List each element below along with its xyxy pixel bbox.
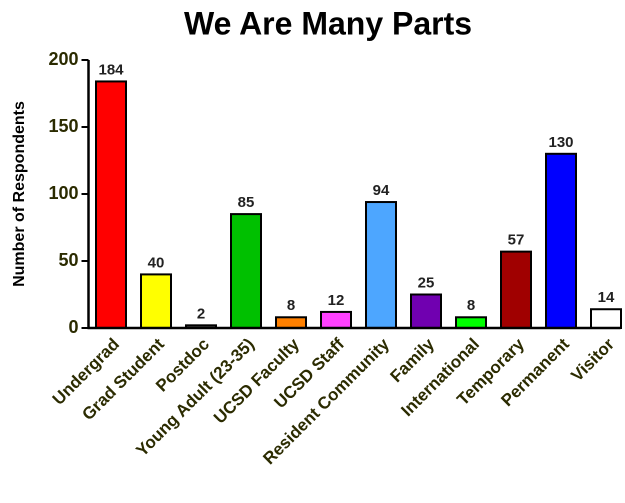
bar	[140, 273, 172, 329]
bar	[320, 310, 352, 330]
bar	[230, 213, 262, 330]
x-tick-label: Visitor	[567, 334, 618, 385]
y-tick-label: 150	[48, 116, 78, 136]
value-label: 40	[148, 254, 165, 271]
bar	[410, 293, 442, 329]
value-label: 57	[508, 232, 525, 249]
value-label: 2	[197, 305, 205, 322]
y-tick-label: 100	[48, 183, 78, 203]
value-label: 85	[238, 194, 255, 211]
value-label: 14	[598, 289, 615, 306]
bar	[365, 201, 397, 329]
y-tick-label: 50	[58, 250, 78, 270]
value-label: 8	[287, 297, 295, 314]
bar	[275, 316, 307, 329]
bar	[590, 308, 622, 329]
bar	[455, 316, 487, 329]
bar	[95, 80, 127, 329]
bar	[545, 152, 577, 329]
value-label: 94	[373, 182, 390, 199]
value-label: 184	[98, 61, 124, 78]
value-label: 25	[418, 274, 435, 291]
value-label: 12	[328, 292, 345, 309]
value-label: 130	[548, 134, 573, 151]
y-axis-label: Number of Respondents	[11, 101, 28, 287]
chart-title: We Are Many Parts	[184, 5, 472, 41]
bar	[500, 250, 532, 329]
y-tick-label: 0	[68, 317, 78, 337]
value-label: 8	[467, 297, 475, 314]
y-tick-label: 200	[48, 49, 78, 69]
x-tick-label: International	[397, 335, 483, 421]
